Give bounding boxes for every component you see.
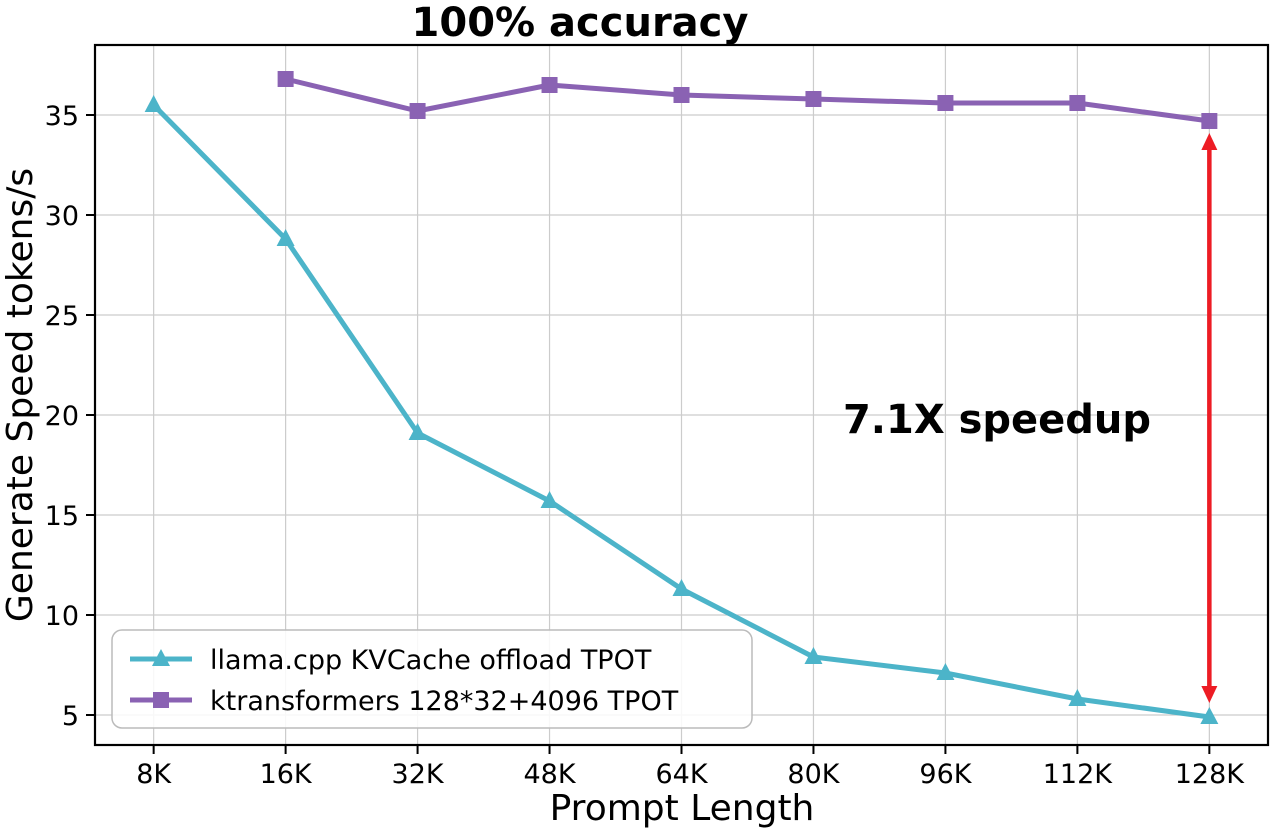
legend: llama.cpp KVCache offload TPOT ktransform… — [111, 629, 753, 729]
data-point-marker — [805, 91, 822, 107]
y-tick-label: 25 — [45, 301, 79, 332]
data-point-marker — [540, 491, 559, 508]
grid-layer — [95, 45, 1268, 745]
annotation-layer — [1201, 133, 1218, 703]
speedup-annotation: 7.1X speedup — [843, 397, 1151, 443]
x-axis-label: Prompt Length — [550, 788, 815, 829]
y-tick-label: 10 — [45, 601, 79, 632]
data-point-marker — [673, 87, 690, 103]
y-tick-label: 15 — [45, 501, 79, 532]
legend-box — [111, 629, 753, 729]
data-point-marker — [937, 95, 954, 111]
data-point-marker — [1069, 95, 1086, 111]
x-tick-label: 64K — [655, 759, 708, 790]
x-tick-label: 8K — [136, 759, 172, 790]
data-point-marker — [277, 71, 294, 87]
data-point-marker — [1200, 707, 1219, 724]
y-tick-label: 20 — [45, 401, 79, 432]
series-line-square — [283, 76, 1212, 124]
y-axis-label: Generate Speed tokens/s — [0, 168, 41, 622]
arrowhead-up — [1201, 133, 1218, 150]
legend-label: llama.cpp KVCache offload TPOT — [210, 645, 652, 676]
axes-layer: 8K 16K 32K 48K 64K 80K 96K 112K 128K 5 10 15 20 25 30 3… — [45, 43, 1270, 790]
data-point-marker — [409, 103, 426, 119]
data-point-marker — [1201, 113, 1218, 129]
x-tick-label: 128K — [1175, 759, 1246, 790]
x-tick-label: 32K — [392, 759, 445, 790]
x-tick-label: 112K — [1043, 759, 1114, 790]
series-layer — [144, 71, 1219, 724]
legend-marker-triangle — [152, 649, 170, 666]
data-point-marker — [672, 579, 691, 596]
x-tick-label: 48K — [524, 759, 577, 790]
data-point-marker — [276, 229, 295, 246]
data-point-marker — [936, 663, 955, 680]
data-point-marker — [1068, 689, 1087, 706]
x-tick-label: 96K — [919, 759, 972, 790]
legend-label: ktransformers 128*32+4096 TPOT — [210, 686, 679, 717]
x-tick-label: 16K — [260, 759, 313, 790]
y-tick-label: 35 — [45, 101, 79, 132]
data-point-marker — [541, 77, 558, 93]
data-point-marker — [408, 423, 427, 440]
data-point-marker — [144, 95, 163, 112]
legend-marker-square — [153, 692, 169, 708]
x-tick-label: 80K — [787, 759, 840, 790]
y-tick-label: 30 — [45, 201, 79, 232]
arrowhead-down — [1201, 686, 1218, 703]
y-tick-label: 5 — [62, 701, 79, 732]
chart-title: 100% accuracy — [412, 0, 749, 46]
data-point-marker — [804, 647, 823, 664]
